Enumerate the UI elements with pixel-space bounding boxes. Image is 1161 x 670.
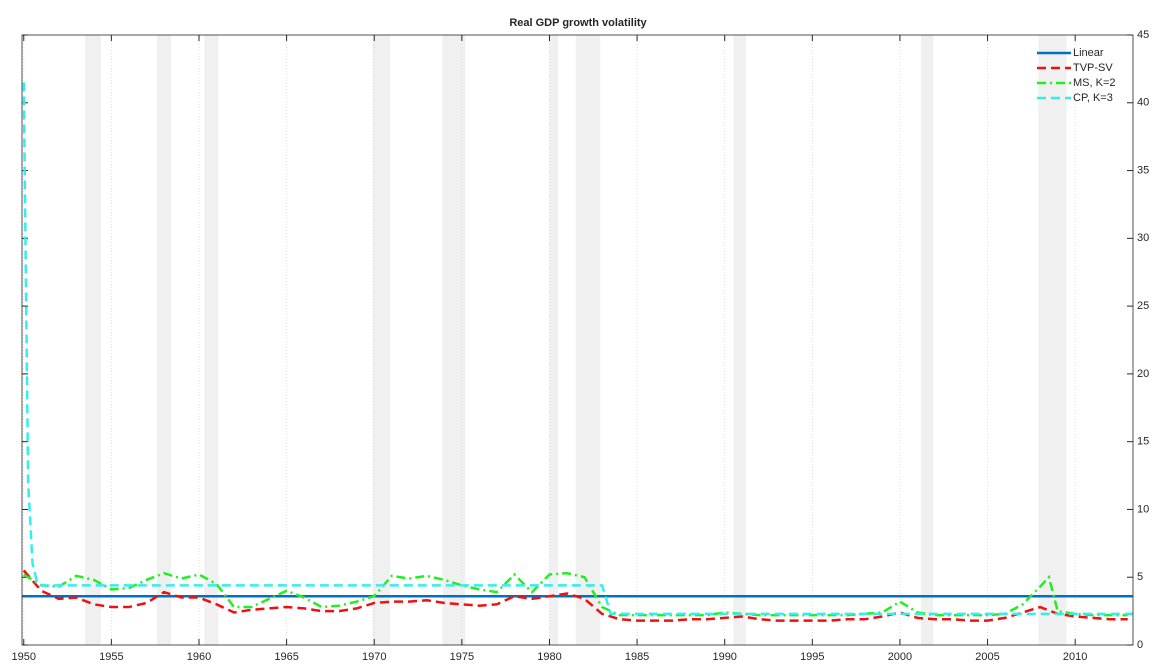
series-line <box>22 569 1128 622</box>
y-tick-label: 0 <box>1137 639 1143 651</box>
x-tick-label: 2005 <box>975 651 999 663</box>
x-tick-label: 1960 <box>187 651 211 663</box>
recession-band <box>549 35 559 645</box>
series-line <box>23 571 1128 617</box>
x-tick-label: 1965 <box>274 651 298 663</box>
legend-label: TVP-SV <box>1073 62 1113 74</box>
y-tick-label: 15 <box>1137 436 1149 448</box>
recession-band <box>1038 35 1067 645</box>
x-tick-label: 1980 <box>537 651 561 663</box>
recession-band <box>85 35 101 645</box>
recession-band <box>575 35 601 645</box>
x-tick-label: 1950 <box>12 651 36 663</box>
legend-label: CP, K=3 <box>1073 92 1113 104</box>
plot-frame <box>21 34 1134 646</box>
legend-label: Linear <box>1073 47 1104 59</box>
y-tick-label: 10 <box>1137 503 1149 515</box>
y-tick-label: 20 <box>1137 368 1149 380</box>
recession-band <box>372 35 390 645</box>
y-tick-label: 25 <box>1137 300 1149 312</box>
y-tick-label: 35 <box>1137 164 1149 176</box>
recession-band <box>920 35 934 645</box>
x-tick-label: 1995 <box>800 651 824 663</box>
series-line <box>22 82 1133 616</box>
x-tick-label: 1990 <box>712 651 736 663</box>
y-tick-label: 45 <box>1137 29 1149 41</box>
recession-band <box>442 35 466 645</box>
chart-title: Real GDP growth volatility <box>509 17 647 29</box>
recession-band <box>204 35 219 645</box>
recession-band <box>156 35 171 645</box>
x-tick-label: 1955 <box>99 651 123 663</box>
y-tick-label: 30 <box>1137 232 1149 244</box>
y-tick-label: 5 <box>1137 571 1143 583</box>
recession-band <box>733 35 746 645</box>
legend-label: MS, K=2 <box>1073 77 1116 89</box>
x-tick-label: 1975 <box>450 651 474 663</box>
x-tick-label: 1985 <box>625 651 649 663</box>
x-tick-label: 2010 <box>1063 651 1087 663</box>
x-tick-label: 2000 <box>888 651 912 663</box>
y-tick-label: 40 <box>1137 97 1149 109</box>
x-tick-label: 1970 <box>362 651 386 663</box>
